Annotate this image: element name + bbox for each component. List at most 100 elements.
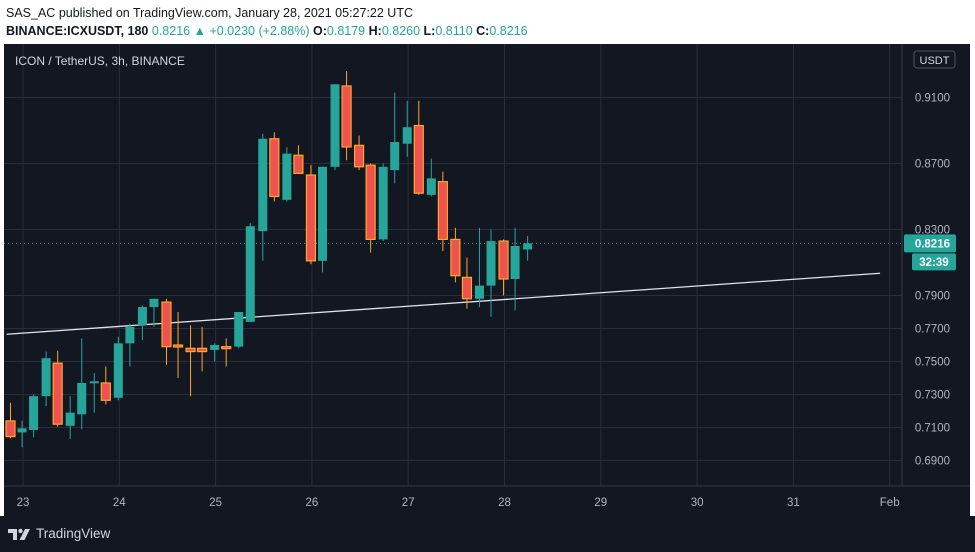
tradingview-logo[interactable]: TradingView [8, 526, 110, 541]
time-tick-label[interactable]: 27 [402, 497, 415, 509]
currency-label: USDT [920, 55, 950, 67]
candle[interactable] [378, 163, 388, 242]
candle[interactable] [413, 100, 424, 195]
price-axis[interactable]: 0.95000.91000.87000.83000.79000.77000.75… [901, 44, 950, 486]
candle-body [523, 243, 533, 250]
candle[interactable] [450, 227, 461, 283]
candle[interactable] [330, 84, 340, 171]
candle-body [245, 226, 255, 322]
time-tick-label[interactable]: 30 [691, 497, 704, 509]
open-value: 0.8179 [326, 24, 366, 38]
candle[interactable] [185, 325, 196, 397]
candle-body [234, 312, 244, 347]
candle[interactable] [510, 227, 520, 311]
candle[interactable] [293, 145, 304, 174]
candle-body [113, 343, 123, 398]
last-price-tag[interactable] [904, 234, 956, 253]
candle-body [77, 382, 87, 415]
candle[interactable] [282, 147, 292, 202]
candle[interactable] [461, 257, 473, 309]
price-tick-label[interactable]: 0.7700 [915, 324, 950, 336]
chart-area[interactable]: 0.95000.91000.87000.83000.79000.77000.75… [4, 44, 970, 516]
candle-body [125, 326, 135, 344]
candle[interactable] [258, 133, 268, 261]
price-tick-label[interactable]: 0.9100 [915, 93, 950, 105]
candle[interactable] [402, 100, 412, 157]
candle[interactable] [210, 343, 220, 362]
candle[interactable] [5, 402, 16, 439]
candle[interactable] [197, 326, 208, 372]
candle[interactable] [77, 338, 87, 430]
candle[interactable] [52, 350, 63, 427]
candle[interactable] [269, 132, 280, 202]
price-tick-label[interactable]: 0.7300 [915, 390, 950, 402]
candle[interactable] [474, 227, 484, 308]
price-tick-label[interactable]: 0.8700 [915, 159, 950, 171]
time-tick-label[interactable]: 23 [17, 497, 30, 509]
candle[interactable] [29, 394, 39, 438]
candle[interactable] [390, 92, 400, 184]
candle-body [41, 358, 51, 397]
candle[interactable] [41, 351, 51, 407]
candle-body [365, 164, 376, 241]
time-tick-label[interactable]: Feb [880, 497, 900, 509]
candle[interactable] [65, 396, 75, 440]
time-tick-label[interactable]: 26 [306, 497, 319, 509]
candle-body [317, 166, 327, 261]
low-label: L: [423, 24, 436, 38]
candle-body [390, 142, 400, 171]
author-name[interactable]: SAS_AC [6, 6, 56, 20]
candle[interactable] [317, 166, 327, 273]
candle-body [450, 238, 461, 277]
time-axis[interactable]: 23 24 25 26 27 28 29 30 31 Feb [4, 485, 970, 509]
candle[interactable] [17, 420, 27, 448]
candle-body [293, 154, 304, 174]
candle[interactable] [89, 373, 99, 413]
time-tick-label[interactable]: 25 [209, 497, 222, 509]
price-tick-label[interactable]: 0.7500 [915, 357, 950, 369]
candle[interactable] [113, 336, 123, 401]
candle[interactable] [486, 229, 496, 317]
candle-body [330, 84, 340, 167]
candle[interactable] [353, 135, 365, 171]
candle[interactable] [149, 298, 159, 327]
time-tick-label[interactable]: 31 [787, 497, 800, 509]
candle[interactable] [426, 158, 436, 197]
candle[interactable] [137, 305, 147, 341]
time-tick-label[interactable]: 29 [594, 497, 607, 509]
candle[interactable] [245, 222, 255, 322]
tradingview-logo-icon [8, 528, 30, 540]
price-tick-label[interactable]: 0.6900 [915, 456, 950, 468]
high-label: H: [368, 24, 382, 38]
candle-body [137, 307, 147, 326]
candle[interactable] [100, 366, 111, 405]
price-tick-label[interactable]: 0.7100 [915, 423, 950, 435]
last-price: 0.8216 [151, 24, 191, 38]
candle-body [172, 344, 184, 348]
price-tick-label[interactable]: 0.7900 [915, 291, 950, 303]
candle[interactable] [305, 165, 317, 265]
price-tick-label[interactable]: 0.8300 [915, 225, 950, 237]
candle[interactable] [172, 312, 184, 378]
time-tick-label[interactable]: 28 [498, 497, 511, 509]
candle-body [65, 412, 75, 426]
candle[interactable] [234, 312, 244, 349]
candle-body [510, 246, 520, 279]
time-tick-label[interactable]: 24 [113, 497, 126, 509]
candlestick-chart[interactable]: 0.95000.91000.87000.83000.79000.77000.75… [4, 44, 970, 516]
candle[interactable] [341, 71, 352, 161]
candle[interactable] [125, 323, 135, 367]
currency-badge[interactable] [913, 50, 956, 69]
trendline[interactable] [6, 272, 881, 335]
candle-body [461, 276, 473, 300]
candle[interactable] [365, 163, 376, 253]
candle[interactable] [221, 338, 232, 367]
chart-title: ICON / TetherUS, 3h, BINANCE [15, 54, 185, 68]
candle[interactable] [523, 236, 533, 261]
trendline-layer [6, 272, 881, 335]
candle-body [498, 240, 509, 280]
candle[interactable] [498, 239, 509, 296]
candle[interactable] [161, 298, 172, 365]
candle[interactable] [437, 171, 448, 251]
candles[interactable] [5, 71, 533, 448]
